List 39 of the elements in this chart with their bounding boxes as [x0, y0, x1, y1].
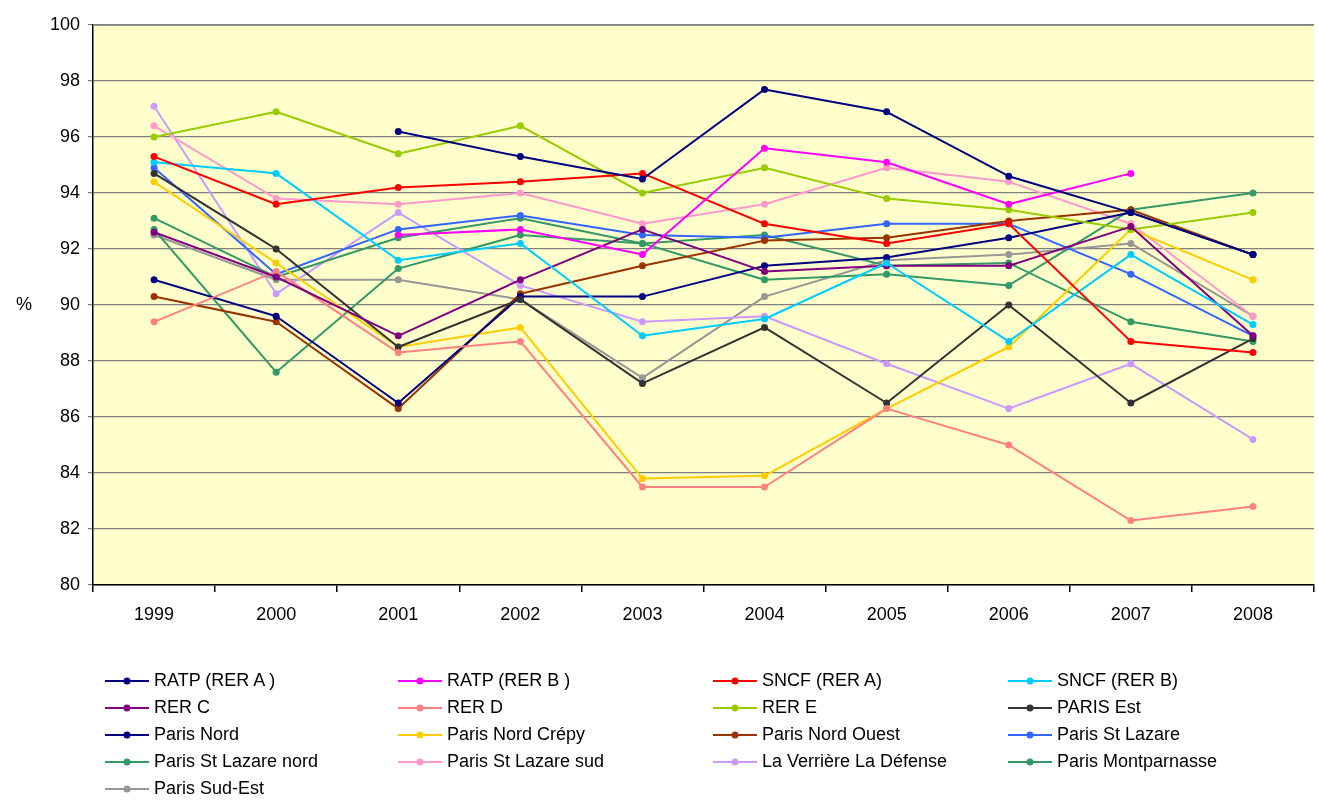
legend-label: Paris St Lazare [1057, 724, 1181, 745]
legend-label: RATP (RER A ) [154, 670, 276, 691]
legend-label: Paris Sud-Est [154, 778, 265, 799]
y-tick-label: 80 [59, 573, 80, 594]
y-tick-label: 84 [59, 461, 80, 482]
y-axis-title: % [15, 293, 33, 314]
y-tick-label: 100 [49, 13, 80, 34]
y-tick-label: 92 [59, 237, 80, 258]
x-tick-label: 2005 [866, 603, 907, 624]
x-tick-label: 2001 [378, 603, 419, 624]
legend-label: RER E [762, 697, 818, 718]
x-tick-label: 2002 [500, 603, 541, 624]
x-tick-label: 2000 [256, 603, 297, 624]
legend-label: Paris Nord [154, 724, 240, 745]
legend-label: PARIS Est [1057, 697, 1141, 718]
legend-label: RER C [154, 697, 211, 718]
legend-label: SNCF (RER B) [1057, 670, 1178, 691]
x-tick-label: 2007 [1110, 603, 1151, 624]
y-tick-label: 98 [59, 69, 80, 90]
y-tick-label: 94 [59, 181, 80, 202]
y-tick-label: 96 [59, 125, 80, 146]
legend-label: RATP (RER B ) [447, 670, 571, 691]
legend-label: Paris St Lazare nord [154, 751, 319, 772]
legend-label: Paris St Lazare sud [447, 751, 605, 772]
legend-label: La Verrière La Défense [762, 751, 948, 772]
x-tick-label: 2004 [744, 603, 785, 624]
x-tick-label: 2003 [622, 603, 663, 624]
legend-label: Paris Montparnasse [1057, 751, 1218, 772]
x-tick-label: 2006 [988, 603, 1029, 624]
legend-label: RER D [447, 697, 504, 718]
legend-label: Paris Nord Crépy [447, 724, 586, 745]
legend-label: SNCF (RER A) [762, 670, 883, 691]
y-tick-label: 90 [59, 293, 80, 314]
y-tick-label: 86 [59, 405, 80, 426]
y-tick-label: 88 [59, 349, 80, 370]
legend-label: Paris Nord Ouest [762, 724, 901, 745]
x-tick-label: 1999 [134, 603, 175, 624]
x-tick-label: 2008 [1232, 603, 1273, 624]
y-tick-label: 82 [59, 517, 80, 538]
